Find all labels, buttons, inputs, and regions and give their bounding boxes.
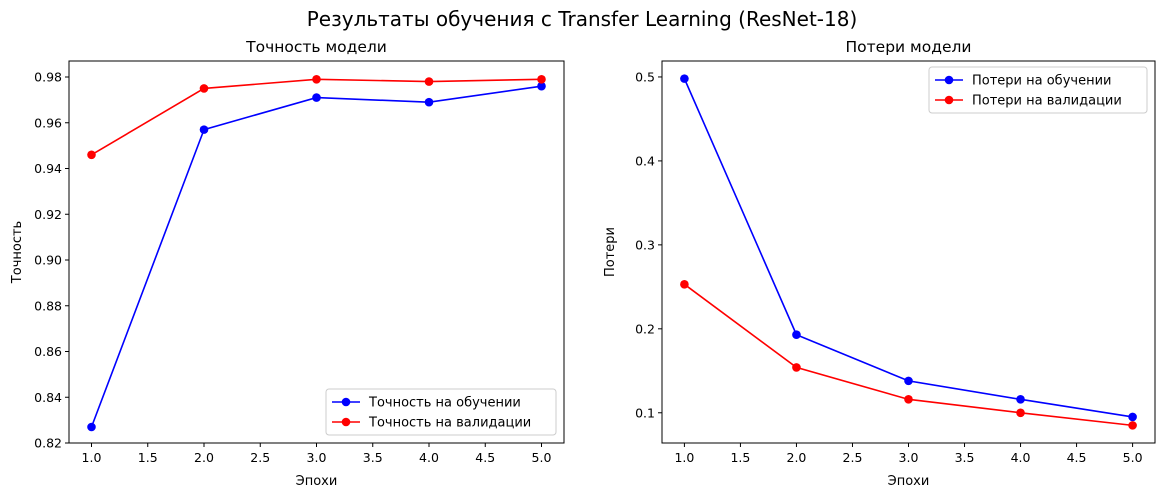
chart-1: Точность модели Эпохи Точность 1.0 1.5 2.0 2.5… [10, 38, 565, 489]
x-tick-label: 2.5 [843, 450, 863, 465]
x-tick-label: 1.5 [138, 450, 158, 465]
x-tick-label: 2.0 [194, 450, 214, 465]
data-point [424, 77, 434, 86]
x-tick-label: 1.5 [730, 450, 750, 465]
legend: Потери на обучении Потери на валидации [928, 66, 1148, 114]
x-tick-label: 4.5 [1067, 450, 1087, 465]
axes-frame [68, 60, 565, 444]
legend-box [928, 66, 1148, 114]
y-tick-label: 0.2 [635, 321, 655, 336]
axes-title: Точность модели [245, 38, 387, 56]
figure-title: Результаты обучения с Transfer Learning … [307, 7, 858, 31]
y-tick-label: 0.84 [34, 390, 62, 405]
legend-marker [944, 75, 954, 85]
x-tick-label: 3.0 [899, 450, 919, 465]
legend-label: Потери на валидации [972, 94, 1122, 109]
data-point [792, 363, 801, 372]
data-point [312, 93, 321, 102]
y-axis-label: Точность [10, 221, 25, 284]
x-tick-label: 4.5 [475, 450, 495, 465]
y-tick-label: 0.98 [34, 70, 62, 85]
data-point [792, 330, 801, 339]
data-point [1128, 421, 1137, 430]
legend-box [325, 388, 557, 436]
axes-frame [661, 60, 1156, 444]
legend-label: Точность на обучении [368, 396, 521, 411]
y-tick-label: 0.86 [34, 344, 62, 359]
x-tick-label: 4.0 [419, 450, 439, 465]
y-axis-label: Потери [603, 227, 618, 277]
series-line-2 [91, 78, 542, 156]
data-point [199, 84, 209, 93]
legend-marker [341, 417, 351, 427]
y-tick-label: 0.92 [34, 207, 62, 222]
y-tick-label: 0.82 [34, 436, 62, 451]
data-point [680, 280, 689, 289]
x-tick-label: 2.5 [250, 450, 270, 465]
legend-label: Точность на валидации [368, 416, 531, 431]
x-tick-label: 3.0 [307, 450, 327, 465]
y-tick-label: 0.3 [635, 237, 655, 252]
x-tick-label: 2.0 [787, 450, 807, 465]
legend: Точность на обучении Точность на валидаци… [325, 388, 557, 436]
series-line-1 [683, 78, 1133, 418]
x-axis-label: Эпохи [296, 474, 338, 489]
y-tick-label: 0.94 [34, 161, 62, 176]
chart-2: Потери модели Эпохи Потери 1.0 1.5 2.0 2.5 3.0 3… [603, 38, 1156, 489]
y-tick-label: 0.1 [635, 405, 655, 420]
data-point [424, 97, 434, 107]
data-point [1128, 412, 1137, 422]
x-tick-label: 3.5 [955, 450, 975, 465]
data-point [87, 150, 96, 160]
x-tick-label: 1.0 [674, 450, 694, 465]
y-tick-label: 0.4 [635, 153, 655, 168]
y-tick-label: 0.96 [34, 115, 62, 130]
x-tick-label: 4.0 [1011, 450, 1031, 465]
data-point [537, 81, 546, 91]
data-point [904, 376, 913, 386]
data-point [680, 74, 689, 83]
y-tick-label: 0.5 [635, 69, 655, 84]
data-point [87, 422, 96, 432]
axes-title: Потери модели [846, 38, 972, 56]
data-point [537, 74, 546, 84]
data-point [1016, 395, 1025, 404]
series-line-1 [90, 85, 542, 428]
legend-marker [944, 95, 954, 105]
y-tick-label: 0.88 [34, 298, 62, 313]
data-point [1016, 408, 1025, 418]
x-tick-label: 5.0 [532, 450, 552, 465]
data-point [904, 395, 913, 404]
x-axis-label: Эпохи [888, 474, 930, 489]
x-tick-label: 3.5 [363, 450, 383, 465]
series-line-2 [683, 283, 1133, 427]
data-point [312, 74, 321, 84]
x-tick-label: 1.0 [82, 450, 102, 465]
y-tick-label: 0.90 [34, 253, 62, 268]
data-point [199, 125, 209, 134]
x-tick-label: 5.0 [1123, 450, 1143, 465]
legend-marker [341, 397, 351, 407]
legend-label: Потери на обучении [972, 74, 1111, 89]
